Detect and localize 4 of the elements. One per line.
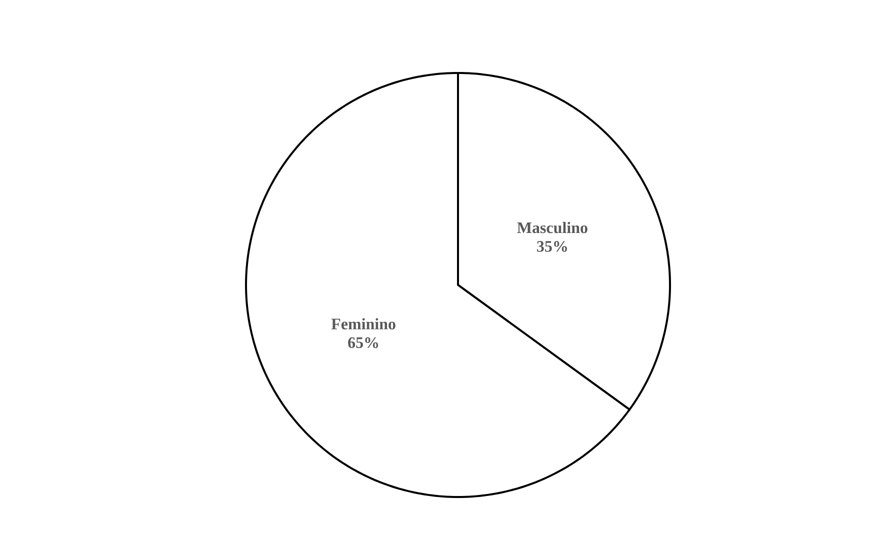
slice-label: Feminino bbox=[331, 318, 396, 330]
slice-label: Masculino bbox=[517, 222, 588, 234]
data-label: 35% bbox=[537, 241, 567, 252]
data-label: 65% bbox=[348, 337, 378, 348]
